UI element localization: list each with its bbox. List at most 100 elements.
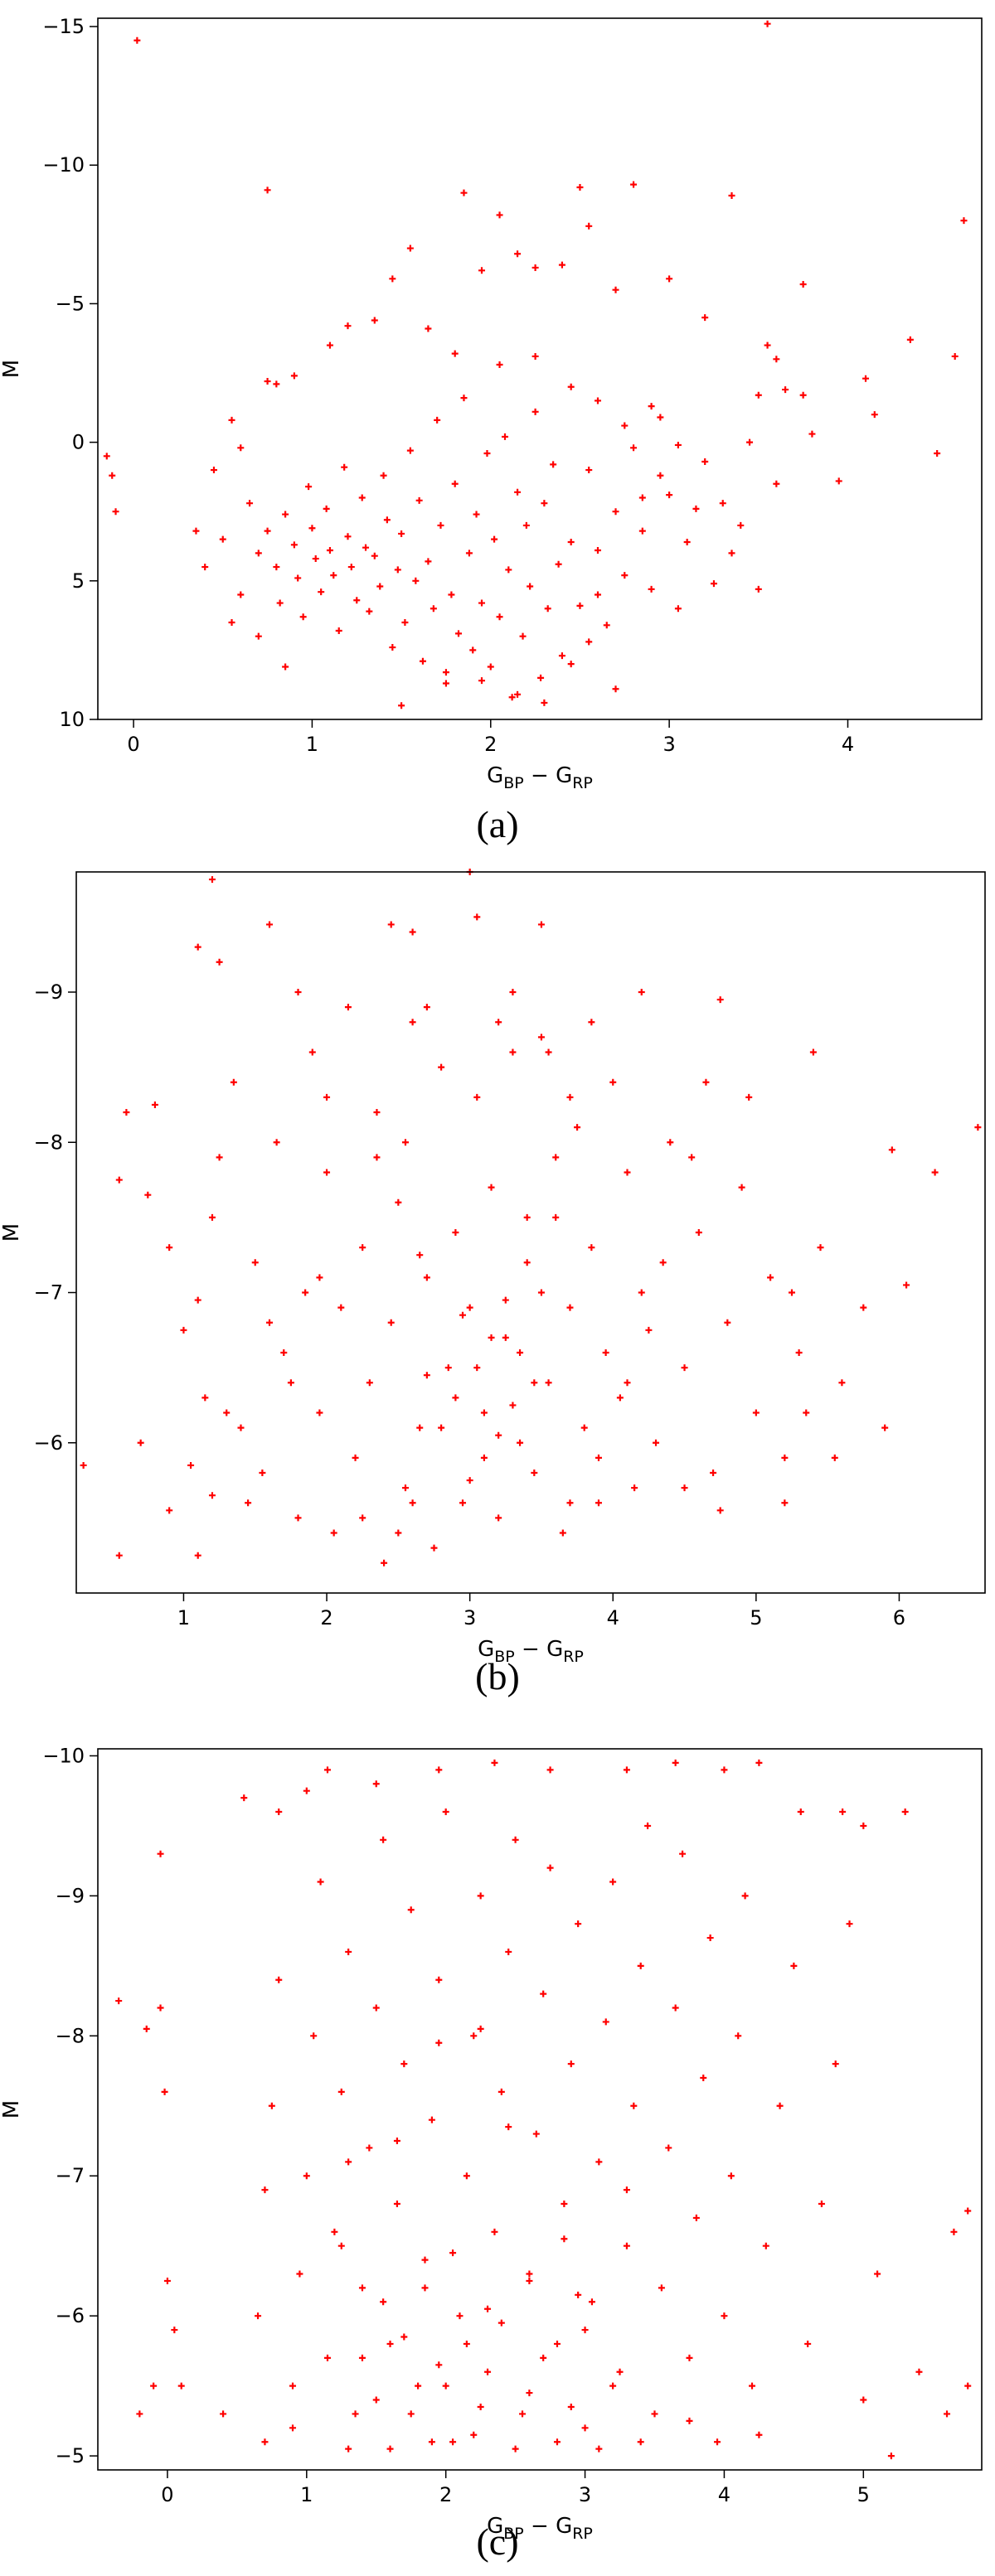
data-point [415,2382,422,2390]
data-point [395,1198,402,1206]
data-point [163,2277,171,2284]
data-point [264,527,271,535]
data-point [860,1822,867,1829]
data-point [401,1484,409,1492]
data-point [755,1759,763,1766]
data-point [659,1259,667,1266]
data-point [473,1093,481,1101]
data-point [442,669,449,676]
data-point [449,2249,457,2257]
y-tick-label: −6 [56,2304,85,2327]
data-point [371,552,378,559]
y-axis-label: M [0,1223,24,1242]
data-point [835,477,842,485]
data-point [860,1304,867,1311]
data-point [123,1109,130,1116]
data-point [428,2116,435,2123]
data-point [666,491,673,499]
data-point [208,1492,216,1499]
data-point [294,1514,302,1522]
data-point [438,1424,445,1431]
data-point [645,1326,653,1334]
data-point [406,245,414,252]
data-point [512,2445,519,2453]
data-point [477,1892,484,1900]
x-tick-label: 3 [663,733,675,756]
data-point [237,1424,245,1431]
panel-caption: (b) [475,1655,520,1697]
y-tick-label: −10 [42,1744,85,1767]
data-point [484,2305,492,2312]
data-point [157,2004,164,2012]
data-point [103,453,110,460]
data-point [407,2410,415,2418]
panel-caption: (c) [476,2520,518,2563]
x-tick-label: 3 [464,1606,476,1629]
data-point [746,438,754,446]
y-tick-label: −6 [34,1431,63,1455]
data-point [409,1499,416,1507]
data-point [435,1976,443,1983]
data-point [393,2201,400,2208]
data-point [545,1048,552,1056]
data-point [245,1499,252,1507]
data-point [473,1364,481,1372]
data-point [323,2354,331,2361]
y-tick-label: −9 [34,981,63,1004]
data-point [860,2396,867,2404]
data-point [799,281,807,288]
data-point [483,449,491,457]
chart-panel-a: 0 1 2 3 4 −15 −10 −5 0 5 10 M GBP − GRP (a) [0,0,995,854]
data-point [337,2088,345,2095]
data-point [616,2368,624,2375]
data-point [144,1191,152,1198]
data-point [508,694,516,701]
data-point [716,1507,724,1514]
data-point [764,20,771,27]
y-tick-label: −9 [56,1884,85,1907]
data-point [228,618,235,626]
y-tick-label: −15 [42,15,85,38]
data-point [473,913,481,921]
data-point [714,2438,721,2446]
data-point [352,1454,359,1461]
data-point [831,1454,838,1461]
data-point [724,1319,731,1326]
x-tick-label: 5 [857,2483,870,2506]
data-point [588,2298,595,2306]
scatter-plot-c: 0 1 2 3 4 5 −5 −6 −7 −8 −9 −10 M GBP − GRP (c) [0,1744,983,2563]
data-point [517,1439,524,1446]
data-point [559,1529,566,1537]
data-point [255,632,262,640]
data-point [624,1169,631,1176]
data-point [421,2284,429,2292]
data-point [143,2025,150,2032]
data-point [407,1906,415,1914]
data-point [509,1048,517,1056]
data-point [721,1766,728,1774]
data-point [290,541,298,549]
data-point [261,2186,269,2194]
data-point [423,1274,430,1281]
data-point [552,1154,560,1161]
data-point [609,1078,617,1086]
data-point [567,2403,575,2410]
data-point [502,1296,509,1304]
data-point [862,375,870,382]
data-point [398,702,405,709]
data-point [631,1484,638,1492]
data-point [261,2438,269,2446]
data-point [974,1124,982,1131]
data-point [657,472,664,479]
data-point [316,1409,323,1416]
data-point [477,2025,484,2032]
data-point [832,2060,839,2068]
data-point [303,2172,310,2180]
data-point [681,1484,688,1492]
data-point [561,2201,568,2208]
data-point [505,2123,512,2131]
y-axis-label: M [0,2100,24,2118]
data-point [470,2032,478,2040]
x-tick-label: 2 [484,733,497,756]
data-point [776,2102,784,2109]
